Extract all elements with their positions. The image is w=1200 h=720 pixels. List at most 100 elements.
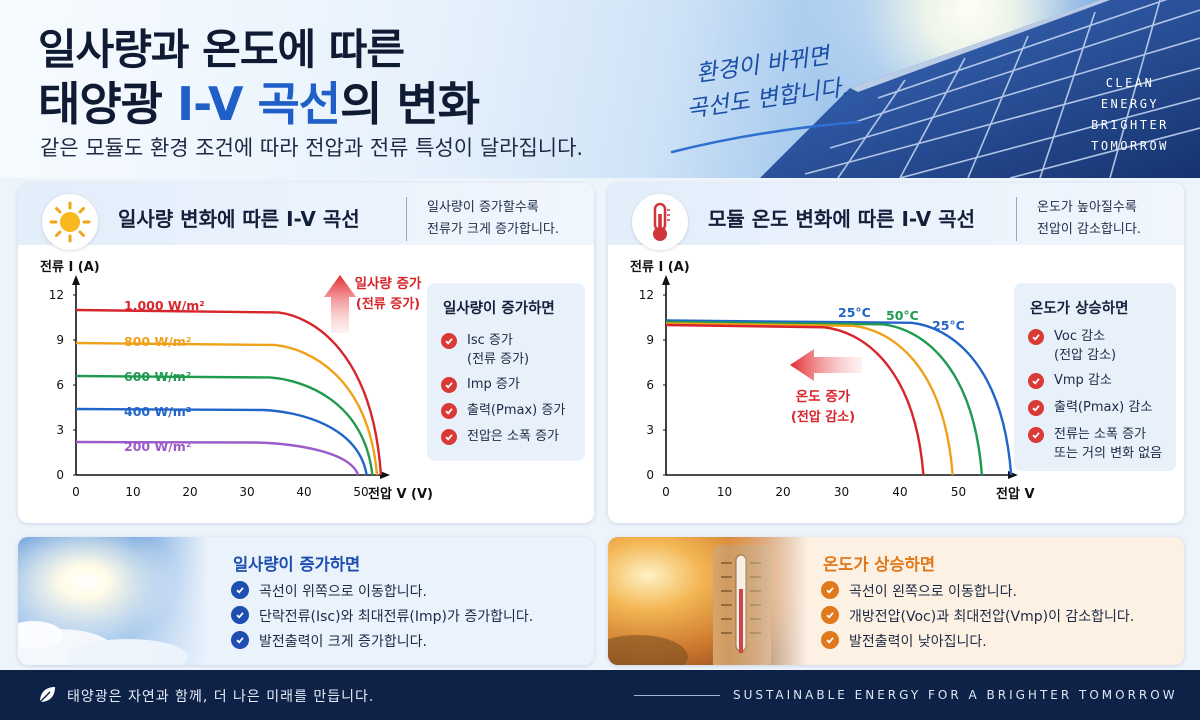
x-tick-label: 0: [662, 485, 670, 499]
title-prefix: 태양광: [38, 77, 163, 131]
title-suffix: 의 변화: [340, 77, 480, 131]
series-label: 1,000 W/m²: [124, 298, 205, 313]
summary-item-text: 단락전류(Isc)와 최대전류(Imp)가 증가합니다.: [259, 609, 534, 625]
badge-line: TOMORROW: [1091, 139, 1169, 153]
y-tick-label: 12: [639, 288, 654, 302]
x-tick-label: 40: [892, 485, 907, 499]
trend-label: (전류 증가): [356, 296, 420, 312]
check-icon: [441, 377, 457, 393]
x-axis-arrow: [380, 471, 390, 479]
y-axis-label: 전류 I (A): [40, 259, 100, 275]
x-axis-arrow: [1008, 471, 1018, 479]
note-line: 전압이 감소합니다.: [1037, 222, 1141, 237]
hot-thermometer-image: [608, 537, 808, 665]
footer-divider: [634, 695, 720, 696]
footer-tagline: SUSTAINABLE ENERGY FOR A BRIGHTER TOMORR…: [733, 688, 1178, 702]
trend-arrow: [324, 275, 356, 333]
summary-item-text: 발전출력이 낮아집니다.: [849, 634, 987, 650]
check-icon: [231, 606, 249, 624]
check-icon: [231, 581, 249, 599]
info-item-text: Isc 증가: [467, 333, 513, 348]
page-title-line1: 일사량과 온도에 따른: [38, 25, 405, 74]
card-header: [608, 183, 1184, 245]
card-note: 온도가 높아질수록 전압이 감소합니다.: [1016, 197, 1141, 241]
check-icon: [821, 606, 839, 624]
sky-image: [18, 537, 208, 665]
card-note: 일사량이 증가할수록 전류가 크게 증가합니다.: [406, 197, 559, 241]
info-item-subtext: (전류 증가): [467, 352, 530, 367]
sun-icon: [42, 194, 98, 250]
info-title: 온도가 상승하면: [1030, 301, 1129, 317]
note-line: 전류가 크게 증가합니다.: [427, 222, 559, 237]
temperature-info-box: 온도가 상승하면 Voc 감소 (전압 감소) Vmp 감소 출력(Pmax) 감…: [1014, 283, 1176, 471]
series-curve: [75, 374, 374, 476]
thermometer-icon: [632, 194, 688, 250]
note-line: 온도가 높아질수록: [1037, 200, 1137, 215]
series-label: 600 W/m²: [124, 369, 191, 384]
leaf-icon: [39, 687, 55, 703]
info-item-text: 출력(Pmax) 감소: [1054, 400, 1153, 415]
y-tick-label: 3: [56, 423, 64, 437]
series-curve: [75, 308, 383, 476]
temperature-iv-chart: 0 3 6 9 12 0 10 20 30 40 50 전류 I (A) 전압 V (V) 25°C 50°…: [630, 259, 1038, 502]
y-tick-label: 9: [646, 333, 654, 347]
badge-line: BRIGHTER: [1091, 118, 1169, 132]
summary-title: 일사량이 증가하면: [233, 555, 361, 574]
series-label: 400 W/m²: [124, 404, 191, 419]
check-icon: [441, 403, 457, 419]
series-curve: [75, 407, 368, 476]
check-icon: [1028, 400, 1044, 416]
trend-label: 일사량 증가: [355, 276, 422, 292]
info-item-text: 출력(Pmax) 증가: [467, 403, 566, 418]
info-item-subtext: (전압 감소): [1054, 348, 1117, 363]
check-icon: [441, 333, 457, 349]
y-tick-label: 6: [56, 378, 64, 392]
trend-label: 온도 증가: [796, 389, 851, 405]
summary-item-text: 곡선이 왼쪽으로 이동합니다.: [849, 584, 1017, 600]
temperature-summary-card: 온도가 상승하면 곡선이 왼쪽으로 이동합니다. 개방전압(Voc)과 최대전압…: [608, 537, 1184, 665]
title-highlight: I-V 곡선: [176, 77, 341, 131]
check-icon: [1028, 329, 1044, 345]
x-tick-label: 30: [834, 485, 849, 499]
irradiance-iv-chart: 0 3 6 9 12 0 10 20 30 40 50 전류 I (A) 전압 V (V) 1,000 W…: [40, 259, 433, 502]
footer: 태양광은 자연과 함께, 더 나은 미래를 만듭니다. SUSTAINABLE …: [0, 670, 1200, 720]
series-curve: [75, 341, 379, 476]
check-icon: [821, 581, 839, 599]
page-title-line2: 태양광 I-V 곡선의 변화: [38, 68, 480, 134]
handwritten-underline: [670, 120, 860, 154]
x-tick-label: 50: [951, 485, 966, 499]
irradiance-info-box: 일사량이 증가하면 Isc 증가 (전류 증가) Imp 증가 출력(Pmax) …: [427, 283, 585, 461]
series-curve: [665, 320, 984, 476]
series-label: 25°C: [838, 305, 871, 320]
x-tick-label: 30: [239, 485, 254, 499]
series-label: 50°C: [886, 308, 919, 323]
check-icon: [441, 429, 457, 445]
card-title: 일사량 변화에 따른 I-V 곡선: [118, 207, 360, 231]
summary-item-text: 발전출력이 크게 증가합니다.: [259, 634, 427, 650]
x-tick-label: 50: [353, 485, 368, 499]
x-tick-label: 10: [717, 485, 732, 499]
check-icon: [821, 631, 839, 649]
check-icon: [1028, 427, 1044, 443]
series-curve: [665, 319, 1013, 476]
info-item-subtext: 또는 거의 변화 없음: [1054, 446, 1163, 461]
info-item-text: Vmp 감소: [1054, 373, 1112, 388]
series-curve: [75, 440, 360, 476]
check-icon: [1028, 373, 1044, 389]
trend-label: (전압 감소): [791, 409, 855, 425]
badge-line: ENERGY: [1100, 97, 1160, 111]
y-tick-label: 0: [56, 468, 64, 482]
y-tick-label: 3: [646, 423, 654, 437]
x-tick-label: 10: [125, 485, 140, 499]
footer-slogan: 태양광은 자연과 함께, 더 나은 미래를 만듭니다.: [67, 689, 375, 705]
x-tick-label: 20: [182, 485, 197, 499]
summary-item-text: 곡선이 위쪽으로 이동합니다.: [259, 584, 427, 600]
y-tick-label: 6: [646, 378, 654, 392]
badge-line: CLEAN: [1105, 76, 1155, 90]
y-axis-label: 전류 I (A): [630, 259, 690, 275]
temperature-card: 모듈 온도 변화에 따른 I-V 곡선 온도가 높아질수록 전압이 감소합니다.…: [608, 183, 1184, 523]
irradiance-card: 일사량 변화에 따른 I-V 곡선 일사량이 증가할수록 전류가 크게 증가합니…: [18, 183, 594, 523]
x-tick-label: 40: [296, 485, 311, 499]
irradiance-summary-card: 일사량이 증가하면 곡선이 위쪽으로 이동합니다. 단락전류(Isc)와 최대전…: [18, 537, 594, 665]
page-subtitle: 같은 모듈도 환경 조건에 따라 전압과 전류 특성이 달라집니다.: [40, 136, 584, 160]
